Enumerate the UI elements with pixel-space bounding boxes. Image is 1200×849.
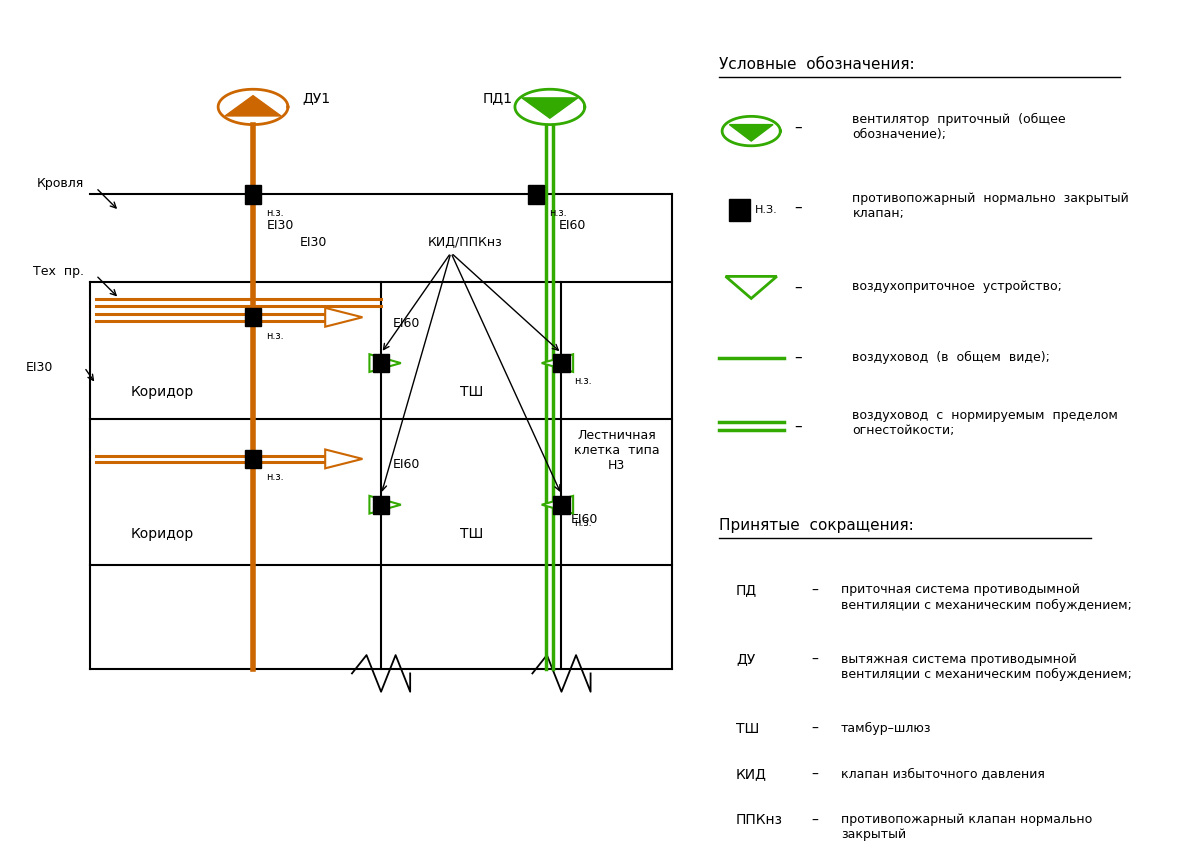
Text: н.з.: н.з. [266, 472, 283, 482]
Polygon shape [541, 354, 574, 372]
Text: Принятые  сокращения:: Принятые сокращения: [719, 518, 913, 532]
Text: ДУ1: ДУ1 [302, 92, 330, 105]
Text: EI60: EI60 [392, 458, 420, 471]
Text: КИД: КИД [736, 767, 767, 782]
Polygon shape [325, 308, 362, 327]
Text: –: – [811, 767, 818, 782]
Text: н.з.: н.з. [548, 208, 566, 217]
Bar [245, 185, 262, 204]
Polygon shape [370, 496, 401, 514]
Text: EI30: EI30 [300, 235, 326, 249]
Text: ПД1: ПД1 [482, 92, 512, 105]
Polygon shape [226, 96, 281, 116]
Text: приточная система противодымной
вентиляции с механическим побуждением;: приточная система противодымной вентиляц… [841, 583, 1132, 611]
Text: Н.З.: Н.З. [755, 205, 778, 215]
Text: вентилятор  приточный  (общее
обозначение);: вентилятор приточный (общее обозначение)… [852, 113, 1066, 141]
Text: EI60: EI60 [559, 219, 587, 233]
Text: ТШ: ТШ [736, 722, 760, 736]
Text: н.з.: н.з. [575, 518, 592, 528]
Text: ППКнз: ППКнз [736, 813, 784, 828]
Bar [528, 185, 544, 204]
Text: –: – [794, 419, 802, 434]
Text: клапан избыточного давления: клапан избыточного давления [841, 767, 1045, 780]
Bar [373, 354, 389, 372]
Text: EI30: EI30 [266, 219, 294, 233]
Text: тамбур–шлюз: тамбур–шлюз [841, 722, 931, 735]
Text: –: – [794, 279, 802, 295]
Text: КИД/ППКнз: КИД/ППКнз [427, 235, 503, 249]
Bar [553, 354, 570, 372]
Bar [373, 496, 389, 514]
Text: воздуховод  с  нормируемым  пределом
огнестойкости;: воздуховод с нормируемым пределом огнест… [852, 408, 1118, 436]
Text: н.з.: н.з. [266, 330, 283, 340]
Text: ПД: ПД [736, 583, 757, 598]
Text: н.з.: н.з. [266, 208, 283, 217]
Text: вытяжная система противодымной
вентиляции с механическим побуждением;: вытяжная система противодымной вентиляци… [841, 653, 1132, 681]
Text: –: – [794, 350, 802, 365]
Text: EI60: EI60 [392, 317, 420, 329]
Text: воздухоприточное  устройство;: воздухоприточное устройство; [852, 280, 1062, 294]
Text: –: – [811, 653, 818, 666]
Text: EI30: EI30 [26, 361, 54, 374]
Bar [553, 496, 570, 514]
Text: ТШ: ТШ [460, 385, 482, 399]
Text: Условные  обозначения:: Условные обозначения: [719, 57, 914, 72]
Text: Коридор: Коридор [131, 527, 194, 541]
Text: воздуховод  (в  общем  виде);: воздуховод (в общем виде); [852, 351, 1050, 364]
Text: –: – [811, 722, 818, 736]
Bar [245, 308, 262, 326]
Text: EI60: EI60 [571, 513, 598, 526]
Text: ДУ: ДУ [736, 653, 755, 666]
Polygon shape [325, 449, 362, 469]
Text: Кровля: Кровля [37, 177, 84, 190]
Polygon shape [541, 496, 574, 514]
Text: –: – [811, 813, 818, 828]
Text: Тех  пр.: Тех пр. [34, 265, 84, 278]
Polygon shape [726, 277, 776, 299]
Bar [245, 450, 262, 468]
Text: Лестничная
клетка  типа
Н3: Лестничная клетка типа Н3 [574, 429, 660, 472]
Polygon shape [522, 98, 577, 118]
Bar [730, 200, 750, 221]
Text: н.з.: н.з. [575, 376, 592, 386]
Text: –: – [811, 583, 818, 598]
Text: противопожарный  нормально  закрытый
клапан;: противопожарный нормально закрытый клапа… [852, 192, 1129, 220]
Text: ТШ: ТШ [460, 527, 482, 541]
Text: Коридор: Коридор [131, 385, 194, 399]
Polygon shape [370, 354, 401, 372]
Text: –: – [794, 200, 802, 215]
Text: –: – [794, 120, 802, 134]
Polygon shape [730, 125, 773, 141]
Text: противопожарный клапан нормально
закрытый: противопожарный клапан нормально закрыты… [841, 813, 1092, 841]
